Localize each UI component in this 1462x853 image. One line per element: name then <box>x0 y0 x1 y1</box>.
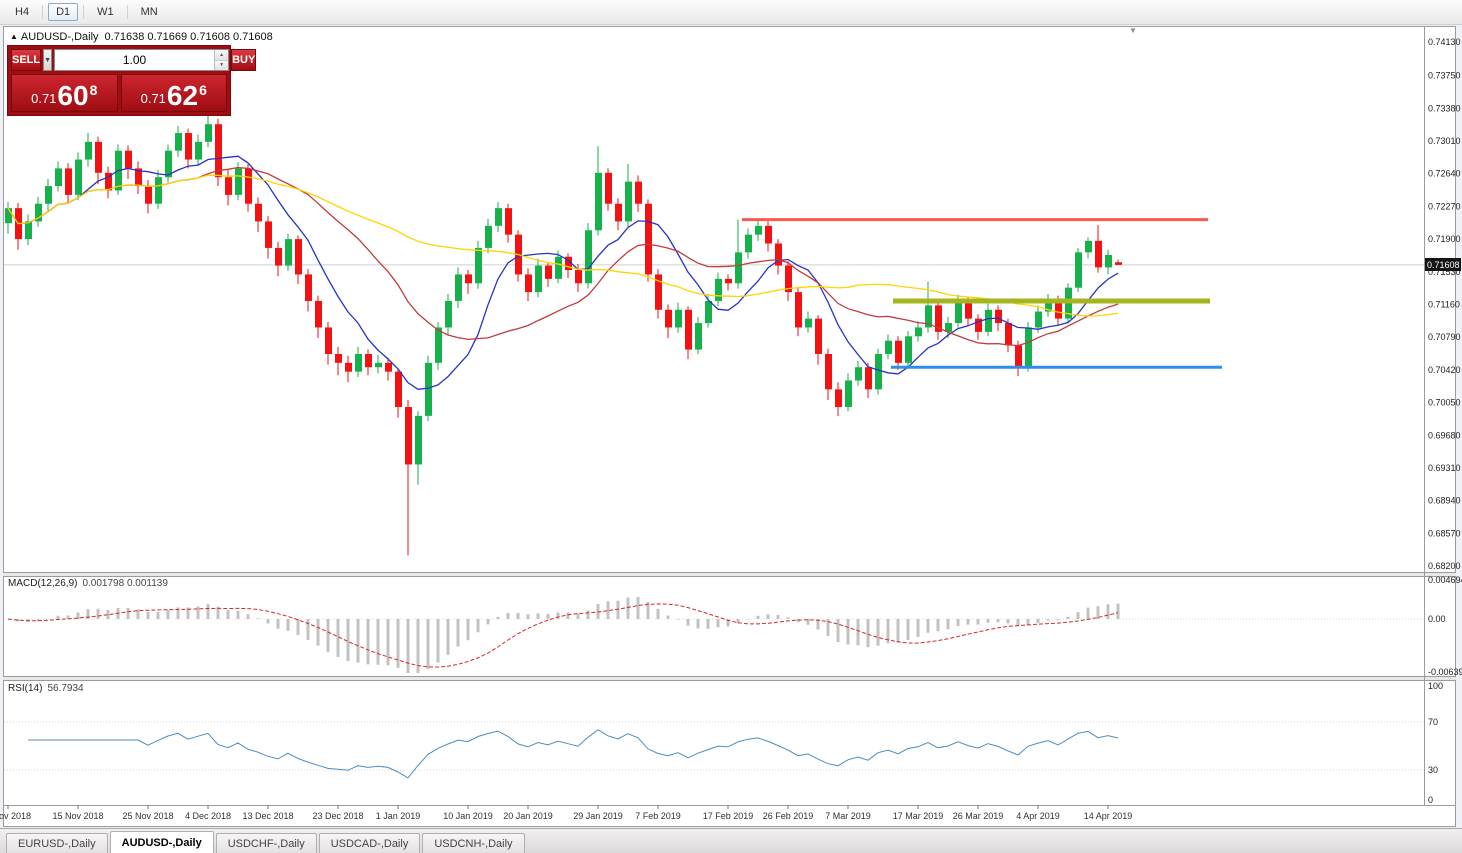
timeframe-mn-button[interactable]: MN <box>140 6 158 18</box>
ask-prefix: 0.71 <box>140 91 166 106</box>
symbol-marker-icon: ▲ <box>10 32 18 41</box>
chart-shift-marker-icon[interactable]: ▼ <box>1129 26 1137 35</box>
volume-spinner[interactable]: ▲ ▼ <box>214 50 229 70</box>
sell-button[interactable]: SELL <box>11 49 42 71</box>
macd-pane-splitter[interactable] <box>3 572 1456 577</box>
timeframe-d1-button[interactable]: D1 <box>48 3 79 21</box>
spin-down-icon[interactable]: ▼ <box>215 60 229 70</box>
volume-field-wrap: ▲ ▼ <box>54 49 230 71</box>
volume-dropdown-button[interactable]: ▼ <box>43 49 53 71</box>
price-axis-separator <box>1424 27 1425 805</box>
timeframe-w1-button[interactable]: W1 <box>97 6 114 18</box>
trade-controls-row: SELL ▼ ▲ ▼ BUY <box>11 49 257 71</box>
chart-tab-usdchf[interactable]: USDCHF-,Daily <box>215 833 317 853</box>
bid-point: 8 <box>89 82 98 98</box>
chart-symbol-label: AUDUSD-,Daily <box>20 31 99 43</box>
toolbar-separator <box>83 5 85 19</box>
macd-values: 0.001798 0.001139 <box>82 578 168 589</box>
trade-quotes-row: 0.71 60 8 0.71 62 6 <box>11 74 227 112</box>
chart-tab-audusd[interactable]: AUDUSD-,Daily <box>109 831 214 853</box>
chart-tab-usdcnh[interactable]: USDCNH-,Daily <box>422 833 525 853</box>
ask-pips: 62 <box>166 80 199 111</box>
toolbar-separator <box>126 5 128 19</box>
rsi-pane-splitter[interactable] <box>3 676 1456 681</box>
buy-button[interactable]: BUY <box>231 49 257 71</box>
bid-quote[interactable]: 0.71 60 8 <box>11 74 118 112</box>
timeframe-h4-button[interactable]: H4 <box>15 6 30 18</box>
toolbar-separator <box>42 5 44 19</box>
timeframe-toolbar: H4 D1 W1 MN <box>0 0 1462 25</box>
rsi-value: 56.7934 <box>47 683 84 694</box>
rsi-label: RSI(14) 56.7934 <box>8 683 84 694</box>
chart-ohlc-values: 0.71638 0.71669 0.71608 0.71608 <box>104 31 273 43</box>
ask-point: 6 <box>199 82 207 98</box>
macd-label: MACD(12,26,9) 0.001798 0.001139 <box>8 578 168 589</box>
chart-tabs-bar: EURUSD-,Daily AUDUSD-,Daily USDCHF-,Daily U… <box>0 828 1462 853</box>
current-price-badge: 0.71608 <box>1425 258 1461 272</box>
rsi-name: RSI(14) <box>8 683 43 694</box>
volume-input[interactable] <box>55 50 215 70</box>
chart-tab-eurusd[interactable]: EURUSD-,Daily <box>6 833 108 853</box>
bid-prefix: 0.71 <box>31 91 57 106</box>
bid-pips: 60 <box>57 80 89 111</box>
spin-up-icon[interactable]: ▲ <box>215 50 229 61</box>
one-click-trading-panel: SELL ▼ ▲ ▼ BUY 0.71 60 8 0.71 62 6 <box>8 46 257 115</box>
chart-title: ▲ AUDUSD-,Daily 0.71638 0.71669 0.71608 0.… <box>10 31 273 43</box>
chart-window <box>3 26 1456 827</box>
date-axis-separator <box>3 805 1456 806</box>
ask-quote[interactable]: 0.71 62 6 <box>120 74 227 112</box>
chart-tab-usdcad[interactable]: USDCAD-,Daily <box>318 833 421 853</box>
macd-name: MACD(12,26,9) <box>8 578 78 589</box>
